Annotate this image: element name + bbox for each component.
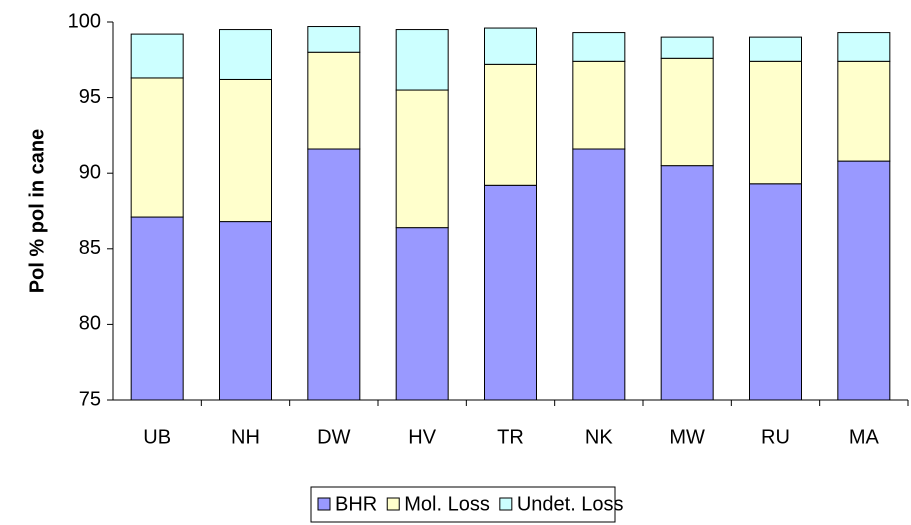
legend-swatch [499,497,513,511]
y-tick-label: 90 [79,161,101,183]
bar-segment [484,63,537,186]
bar-segment [837,60,891,162]
bar-segment [219,29,272,80]
y-tick-label: 100 [68,10,101,32]
legend-swatch [317,497,331,511]
y-tick-label: 80 [79,313,101,335]
bar-segment [837,32,891,62]
x-tick-label: RU [761,426,790,448]
x-tick-label: NH [231,426,260,448]
bar-segment [130,216,184,401]
bar-segment [572,32,626,62]
bar-segment [130,33,184,79]
x-tick-label: MW [669,426,705,448]
bar-segment [837,160,891,401]
y-tick-label: 95 [79,86,101,108]
bar-segment [219,221,272,401]
bar-segment [749,36,802,62]
x-tick-label: TR [497,426,524,448]
y-axis-label: Pol % pol in cane [26,129,48,293]
bar-segment [395,89,449,229]
y-tick-label: 75 [79,388,101,410]
x-tick-label: UB [143,426,171,448]
bar-segment [749,183,802,401]
bar-segment [219,78,272,223]
bar-segment [130,77,184,218]
bar-segment [660,36,714,59]
bar-segment [484,27,537,65]
x-tick-label: NK [585,426,613,448]
legend-swatch [386,497,400,511]
y-tick-label: 85 [79,237,101,259]
x-tick-label: HV [408,426,436,448]
x-tick-label: DW [317,426,350,448]
bar-segment [749,60,802,185]
x-tick-label: MA [849,426,880,448]
bar-segment [307,148,361,401]
bar-segment [307,26,361,53]
bar-segment [572,148,626,401]
legend-label: Undet. Loss [517,493,624,515]
bar-segment [484,184,537,401]
bar-segment [660,57,714,167]
bar-segment [395,29,449,91]
bar-segment [572,60,626,150]
legend-box [310,486,616,523]
bar-segment [307,51,361,150]
bar-segment [660,165,714,401]
bar-segment [395,227,449,401]
legend-label: BHR [335,493,377,515]
legend-label: Mol. Loss [404,493,490,515]
